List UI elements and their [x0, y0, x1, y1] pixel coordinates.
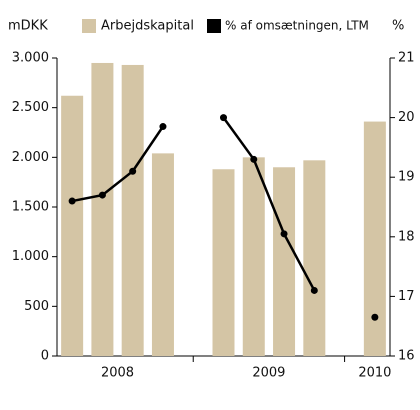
- point: [220, 114, 227, 122]
- point: [98, 191, 106, 199]
- y2-tick-label: 17: [398, 289, 415, 304]
- right-unit: %: [392, 19, 404, 34]
- y2-tick-label: 18: [398, 229, 415, 244]
- y-tick-label: 2.000: [12, 150, 49, 165]
- point: [250, 155, 258, 163]
- x-group-label: 2010: [358, 366, 391, 381]
- bar: [151, 153, 174, 356]
- y-tick-label: 3.000: [12, 51, 49, 66]
- legend-label: % af omsætningen, LTM: [225, 19, 369, 33]
- bar: [91, 62, 114, 356]
- legend-swatch: [207, 19, 221, 33]
- line: [222, 116, 316, 292]
- y2-tick-label: 16: [398, 349, 415, 364]
- y-tick-label: 0: [41, 349, 49, 364]
- point: [310, 286, 318, 294]
- bar: [242, 157, 265, 356]
- y-tick-label: 1.000: [12, 249, 49, 264]
- y-tick-label: 500: [24, 299, 49, 314]
- y2-tick-label: 19: [398, 170, 415, 185]
- bar: [61, 95, 84, 356]
- y2-tick-label: 20: [398, 110, 415, 125]
- point: [129, 167, 137, 175]
- y2-tick-label: 21: [398, 51, 415, 66]
- point: [68, 197, 76, 205]
- point: [280, 230, 288, 238]
- bar: [363, 121, 386, 356]
- x-group-label: 2009: [252, 366, 285, 381]
- x-group-label: 2008: [101, 366, 134, 381]
- point: [371, 313, 379, 321]
- legend-swatch: [82, 19, 96, 33]
- bar: [273, 167, 296, 356]
- legend-label: Arbejdskapital: [101, 19, 194, 34]
- left-unit: mDKK: [8, 19, 48, 34]
- line: [71, 125, 164, 203]
- bar: [121, 64, 144, 356]
- y-tick-label: 1.500: [12, 200, 49, 215]
- point: [159, 123, 167, 131]
- bar: [212, 169, 235, 356]
- bar: [303, 160, 326, 356]
- y-tick-label: 2.500: [12, 100, 49, 115]
